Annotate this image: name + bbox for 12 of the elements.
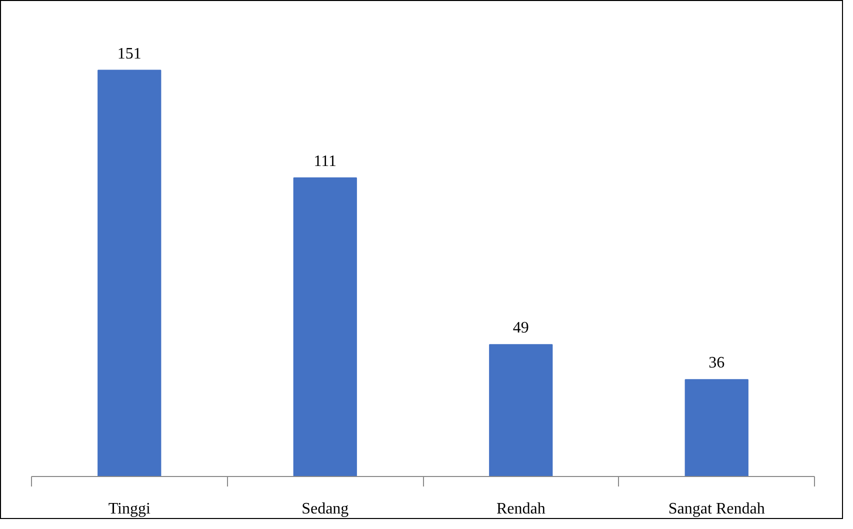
bar [489,344,553,476]
bar [293,177,357,476]
x-tick-label: Sangat Rendah [668,500,765,518]
x-tick-label: Sedang [302,500,349,518]
x-tick-label: Rendah [496,500,546,518]
bar [684,379,748,476]
data-label: 151 [117,45,142,62]
data-label: 36 [708,354,725,372]
x-tick-label: Tinggi [108,500,151,518]
data-label: 49 [512,320,529,337]
data-label: 111 [314,152,337,170]
bar [98,70,162,476]
